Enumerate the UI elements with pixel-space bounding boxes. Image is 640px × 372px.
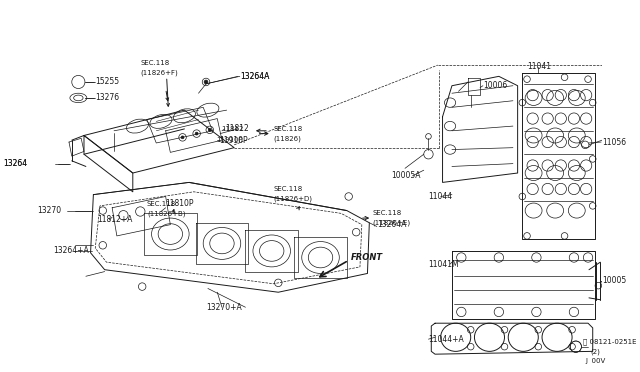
Text: 10006: 10006 — [483, 81, 507, 90]
Text: (11826+E): (11826+E) — [372, 219, 410, 226]
Text: (11826+D): (11826+D) — [273, 195, 312, 202]
Text: 13264A: 13264A — [240, 72, 269, 81]
Text: J  00V: J 00V — [585, 358, 605, 364]
Text: 13270+A: 13270+A — [206, 303, 242, 312]
Text: 11041M: 11041M — [428, 260, 459, 269]
Text: 11044+A: 11044+A — [428, 335, 464, 344]
Text: 13264A: 13264A — [377, 220, 406, 229]
Text: SEC.118: SEC.118 — [372, 211, 401, 217]
Circle shape — [209, 128, 211, 131]
Text: 13270: 13270 — [37, 206, 61, 215]
Text: 15255: 15255 — [95, 77, 120, 86]
Text: (11826+B): (11826+B) — [147, 210, 186, 217]
Text: SEC.118: SEC.118 — [273, 186, 303, 192]
Text: SEC.118: SEC.118 — [273, 126, 303, 132]
Text: 10005: 10005 — [602, 276, 627, 285]
Text: 11812+A: 11812+A — [97, 215, 132, 224]
Text: 13264: 13264 — [3, 159, 28, 168]
Text: 11810P: 11810P — [166, 199, 194, 208]
Text: 13276: 13276 — [95, 93, 120, 102]
Text: Ⓑ 08121-0251E: Ⓑ 08121-0251E — [583, 339, 637, 345]
Text: 13264: 13264 — [3, 159, 28, 168]
Text: 10005A: 10005A — [391, 171, 420, 180]
Text: 13264+A: 13264+A — [53, 246, 89, 256]
Circle shape — [195, 132, 198, 135]
Text: 11044: 11044 — [428, 192, 452, 201]
Circle shape — [204, 80, 208, 84]
Text: (11826): (11826) — [273, 135, 301, 141]
Text: 11910P: 11910P — [216, 137, 243, 143]
Text: SEC.118: SEC.118 — [140, 60, 170, 66]
Text: FRONT: FRONT — [351, 253, 383, 262]
Text: 11812: 11812 — [221, 126, 243, 132]
Circle shape — [181, 136, 184, 139]
Text: (2): (2) — [591, 348, 601, 355]
Text: SEC.118: SEC.118 — [147, 201, 176, 207]
Text: (11826+F): (11826+F) — [140, 69, 178, 76]
Text: 11910P: 11910P — [219, 136, 248, 145]
Text: 13264A: 13264A — [240, 72, 269, 81]
Text: 11041: 11041 — [527, 62, 551, 71]
Text: 11812: 11812 — [225, 124, 248, 134]
Text: 11056: 11056 — [602, 138, 626, 147]
